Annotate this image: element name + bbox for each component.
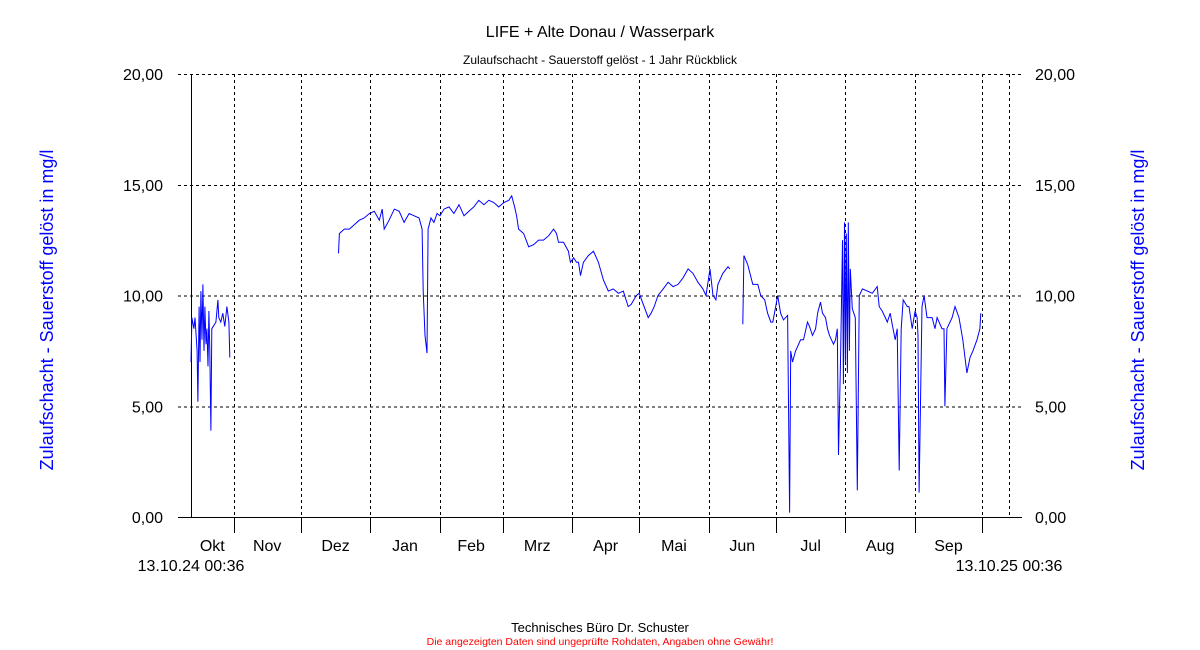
series-line-segment <box>742 222 982 513</box>
footer-disclaimer: Die angezeigten Daten sind ungeprüfte Ro… <box>427 636 774 648</box>
series-line-segment <box>190 284 231 431</box>
x-tick-label-month: Jun <box>729 538 755 555</box>
x-tick-label-month: Nov <box>253 538 281 555</box>
y-axis-label-left: Zulaufschacht - Sauerstoff gelöst in mg/… <box>37 150 57 471</box>
y-tick-label-left: 0,00 <box>132 510 163 527</box>
x-tick-label-month: Sep <box>934 538 963 555</box>
x-tick-label-month: Dez <box>321 538 349 555</box>
chart-subtitle: Zulaufschacht - Sauerstoff gelöst - 1 Ja… <box>463 53 738 67</box>
y-tick-label-right: 5,00 <box>1035 399 1066 416</box>
y-tick-label-left: 15,00 <box>123 178 163 195</box>
x-tick-label-month: Mrz <box>524 538 551 555</box>
start-date-label: 13.10.24 00:36 <box>138 558 245 575</box>
x-tick-label-month: Mai <box>661 538 687 555</box>
x-tick-label-month: Apr <box>593 538 619 555</box>
x-tick-label-month: Jul <box>800 538 820 555</box>
x-tick-label-month: Aug <box>866 538 894 555</box>
y-tick-label-right: 0,00 <box>1035 510 1066 527</box>
y-tick-label-right: 15,00 <box>1035 178 1075 195</box>
end-date-label: 13.10.25 00:36 <box>956 558 1063 575</box>
y-axis-label-right: Zulaufschacht - Sauerstoff gelöst in mg/… <box>1128 150 1148 471</box>
plot-area <box>190 194 982 513</box>
y-tick-label-left: 20,00 <box>123 67 163 84</box>
chart-title: LIFE + Alte Donau / Wasserpark <box>486 24 715 41</box>
footer-credit: Technisches Büro Dr. Schuster <box>511 620 689 635</box>
y-tick-label-left: 5,00 <box>132 399 163 416</box>
x-tick-label-month: Jan <box>392 538 418 555</box>
y-tick-label-right: 20,00 <box>1035 67 1075 84</box>
x-tick-label-month: Feb <box>457 538 485 555</box>
axis-labels: 0,00 0,00 5,00 5,00 10,00 10,00 15,00 15,00 20,0… <box>123 67 1075 555</box>
x-tick-label-month: Okt <box>200 538 225 555</box>
y-tick-label-left: 10,00 <box>123 289 163 306</box>
grid <box>178 74 1022 517</box>
y-tick-label-right: 10,00 <box>1035 289 1075 306</box>
axes <box>178 74 1022 533</box>
series-line-segment <box>338 194 731 354</box>
